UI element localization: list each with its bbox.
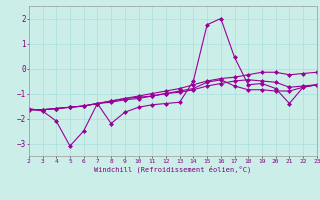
- X-axis label: Windchill (Refroidissement éolien,°C): Windchill (Refroidissement éolien,°C): [94, 165, 252, 173]
